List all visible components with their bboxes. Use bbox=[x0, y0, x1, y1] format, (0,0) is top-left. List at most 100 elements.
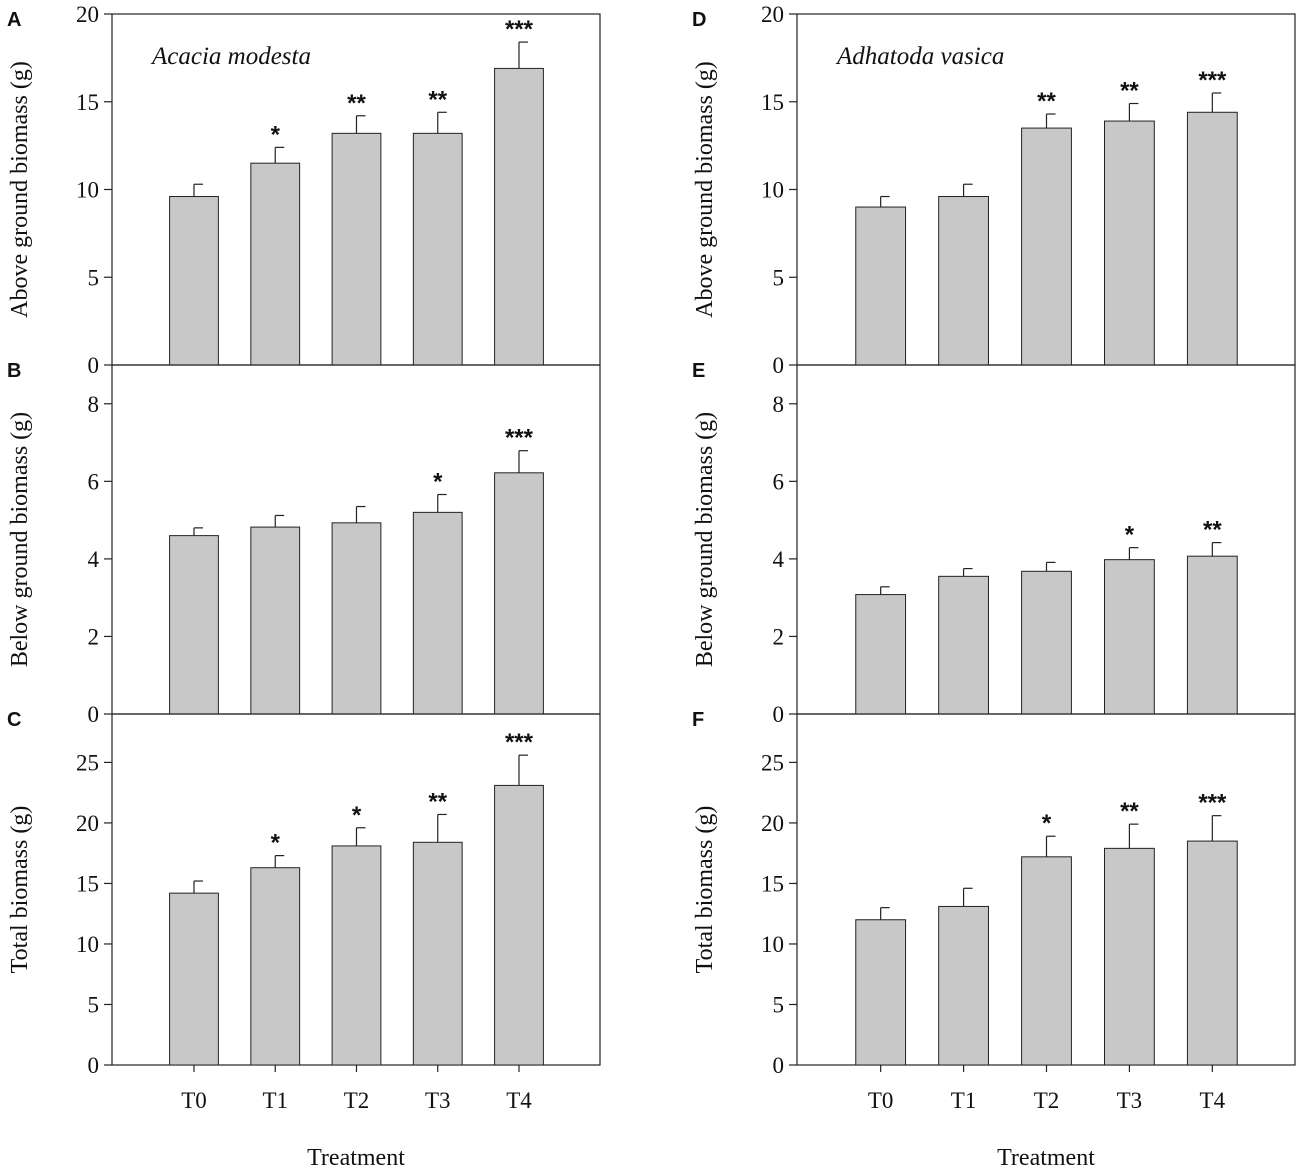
panel-f-bar-T0 bbox=[855, 919, 907, 1066]
panel-d-significance-T3: ** bbox=[1120, 78, 1139, 105]
panel-d-ytick-label-20: 20 bbox=[761, 2, 784, 27]
panel-b-bar-T4 bbox=[494, 472, 544, 715]
panel-a-bar-T4 bbox=[494, 67, 544, 366]
panel-a-significance-T2: ** bbox=[347, 90, 366, 117]
panel-e-bar-T0 bbox=[855, 594, 907, 715]
panel-f-xtick-label-T3: T3 bbox=[1117, 1088, 1143, 1113]
panel-f-ytick-label-25: 25 bbox=[761, 750, 784, 775]
panel-c-letter: C bbox=[7, 709, 21, 731]
panel-f-ytick-label-15: 15 bbox=[761, 871, 784, 896]
panel-a-significance-T4: *** bbox=[505, 16, 534, 43]
panel-b-letter: B bbox=[7, 360, 21, 382]
panel-b-ytick-label-6: 6 bbox=[88, 469, 100, 494]
panel-d-bar-T0 bbox=[855, 206, 907, 366]
panel-f-significance-T4: *** bbox=[1198, 790, 1227, 817]
panel-c-significance-T4: *** bbox=[505, 729, 534, 756]
panel-d-ylabel: Above ground biomass (g) bbox=[692, 61, 718, 318]
panel-e-significance-T3: * bbox=[1125, 522, 1135, 549]
panel-a-significance-T3: ** bbox=[428, 86, 447, 113]
panel-f-significance-T2: * bbox=[1042, 810, 1052, 837]
panel-d-significance-T2: ** bbox=[1037, 88, 1056, 115]
panel-c-ytick-label-15: 15 bbox=[76, 871, 99, 896]
panel-e-significance-T4: ** bbox=[1203, 517, 1222, 544]
panel-d-bar-T4 bbox=[1186, 111, 1238, 366]
panel-c-bar-T2 bbox=[331, 845, 382, 1066]
panel-f-ytick-label-5: 5 bbox=[773, 992, 785, 1017]
panel-c-xtick-label-T4: T4 bbox=[506, 1088, 532, 1113]
panel-a-letter: A bbox=[7, 9, 21, 31]
panel-c-xlabel: Treatment bbox=[307, 1145, 405, 1171]
panel-f-bar-T3 bbox=[1104, 847, 1155, 1066]
panel-f-bar-T1 bbox=[938, 905, 989, 1066]
panel-a-ytick-label-20: 20 bbox=[76, 2, 99, 27]
panel-c-xtick-label-T0: T0 bbox=[181, 1088, 207, 1113]
panel-f-ytick-label-10: 10 bbox=[761, 932, 784, 957]
panel-c-significance-T3: ** bbox=[428, 788, 447, 815]
panel-c-ytick-label-25: 25 bbox=[76, 750, 99, 775]
panel-b-bar-T3 bbox=[412, 511, 463, 715]
panel-e-bar-T3 bbox=[1104, 559, 1155, 715]
panel-e-ytick-label-6: 6 bbox=[773, 469, 785, 494]
panel-b-bar-T0 bbox=[169, 535, 219, 715]
panel-a-bar-T1 bbox=[250, 162, 301, 366]
panel-a-bar-T0 bbox=[169, 196, 219, 366]
panel-a-ytick-label-0: 0 bbox=[88, 353, 100, 378]
panel-c-ytick-label-20: 20 bbox=[76, 811, 99, 836]
panel-a-ylabel: Above ground biomass (g) bbox=[7, 61, 33, 318]
panel-e-letter: E bbox=[692, 360, 705, 382]
panel-c-ytick-label-5: 5 bbox=[88, 992, 100, 1017]
panel-b-ylabel: Below ground biomass (g) bbox=[7, 412, 33, 667]
panel-b-ytick-label-2: 2 bbox=[88, 624, 100, 649]
panel-a-species: Acacia modesta bbox=[150, 43, 311, 70]
panel-d-ytick-label-10: 10 bbox=[761, 178, 784, 203]
panel-a-bar-T3 bbox=[412, 132, 463, 366]
panel-f-xlabel: Treatment bbox=[997, 1145, 1095, 1171]
panel-f-xtick-label-T0: T0 bbox=[868, 1088, 894, 1113]
panel-b-bar-T1 bbox=[250, 526, 301, 715]
panel-a-ytick-label-15: 15 bbox=[76, 90, 99, 115]
panel-b-bar-T2 bbox=[331, 522, 382, 715]
panel-a-ytick-label-5: 5 bbox=[88, 265, 100, 290]
panel-e-ytick-label-0: 0 bbox=[773, 702, 785, 727]
panel-f-bar-T2 bbox=[1021, 856, 1072, 1066]
panel-c-significance-T1: * bbox=[271, 830, 281, 857]
panel-b-significance-T3: * bbox=[433, 469, 443, 496]
panel-c-bar-T1 bbox=[250, 867, 301, 1066]
panel-d-bar-T1 bbox=[938, 196, 989, 366]
panel-c-ytick-label-0: 0 bbox=[88, 1053, 100, 1078]
panel-f-xtick-label-T2: T2 bbox=[1034, 1088, 1060, 1113]
panel-c-xtick-label-T2: T2 bbox=[344, 1088, 370, 1113]
panel-c-bar-T4 bbox=[494, 784, 544, 1066]
panel-f-xtick-label-T4: T4 bbox=[1200, 1088, 1226, 1113]
panel-f-significance-T3: ** bbox=[1120, 798, 1139, 825]
panel-f-bar-T4 bbox=[1186, 840, 1238, 1066]
panel-d-bar-T2 bbox=[1021, 127, 1072, 366]
panel-e-bar-T4 bbox=[1186, 555, 1238, 715]
panel-d-ytick-label-0: 0 bbox=[773, 353, 785, 378]
panel-f-xtick-label-T1: T1 bbox=[951, 1088, 977, 1113]
panel-a-ytick-label-10: 10 bbox=[76, 178, 99, 203]
panel-d-bar-T3 bbox=[1104, 120, 1155, 366]
panel-b-ytick-label-0: 0 bbox=[88, 702, 100, 727]
panel-c-ylabel: Total biomass (g) bbox=[7, 806, 33, 974]
panel-a-bar-T2 bbox=[331, 132, 382, 366]
panel-c-xtick-label-T3: T3 bbox=[425, 1088, 451, 1113]
panel-e-bar-T1 bbox=[938, 575, 989, 715]
panel-c-bar-T3 bbox=[412, 841, 463, 1066]
panel-c-xtick-label-T1: T1 bbox=[262, 1088, 288, 1113]
panel-e-ytick-label-2: 2 bbox=[773, 624, 785, 649]
panel-a-significance-T1: * bbox=[271, 121, 281, 148]
panel-d-ytick-label-15: 15 bbox=[761, 90, 784, 115]
panel-d-ytick-label-5: 5 bbox=[773, 265, 785, 290]
panel-b-ytick-label-8: 8 bbox=[88, 392, 100, 417]
panel-f-ytick-label-20: 20 bbox=[761, 811, 784, 836]
panel-d-significance-T4: *** bbox=[1198, 67, 1227, 94]
panel-d-species: Adhatoda vasica bbox=[835, 43, 1004, 70]
panel-e-ylabel: Below ground biomass (g) bbox=[692, 412, 718, 667]
panel-b-significance-T4: *** bbox=[505, 425, 534, 452]
panel-e-ytick-label-4: 4 bbox=[773, 547, 785, 572]
panel-f-letter: F bbox=[692, 709, 704, 731]
panel-c-significance-T2: * bbox=[352, 802, 362, 829]
panel-b-ytick-label-4: 4 bbox=[88, 547, 100, 572]
